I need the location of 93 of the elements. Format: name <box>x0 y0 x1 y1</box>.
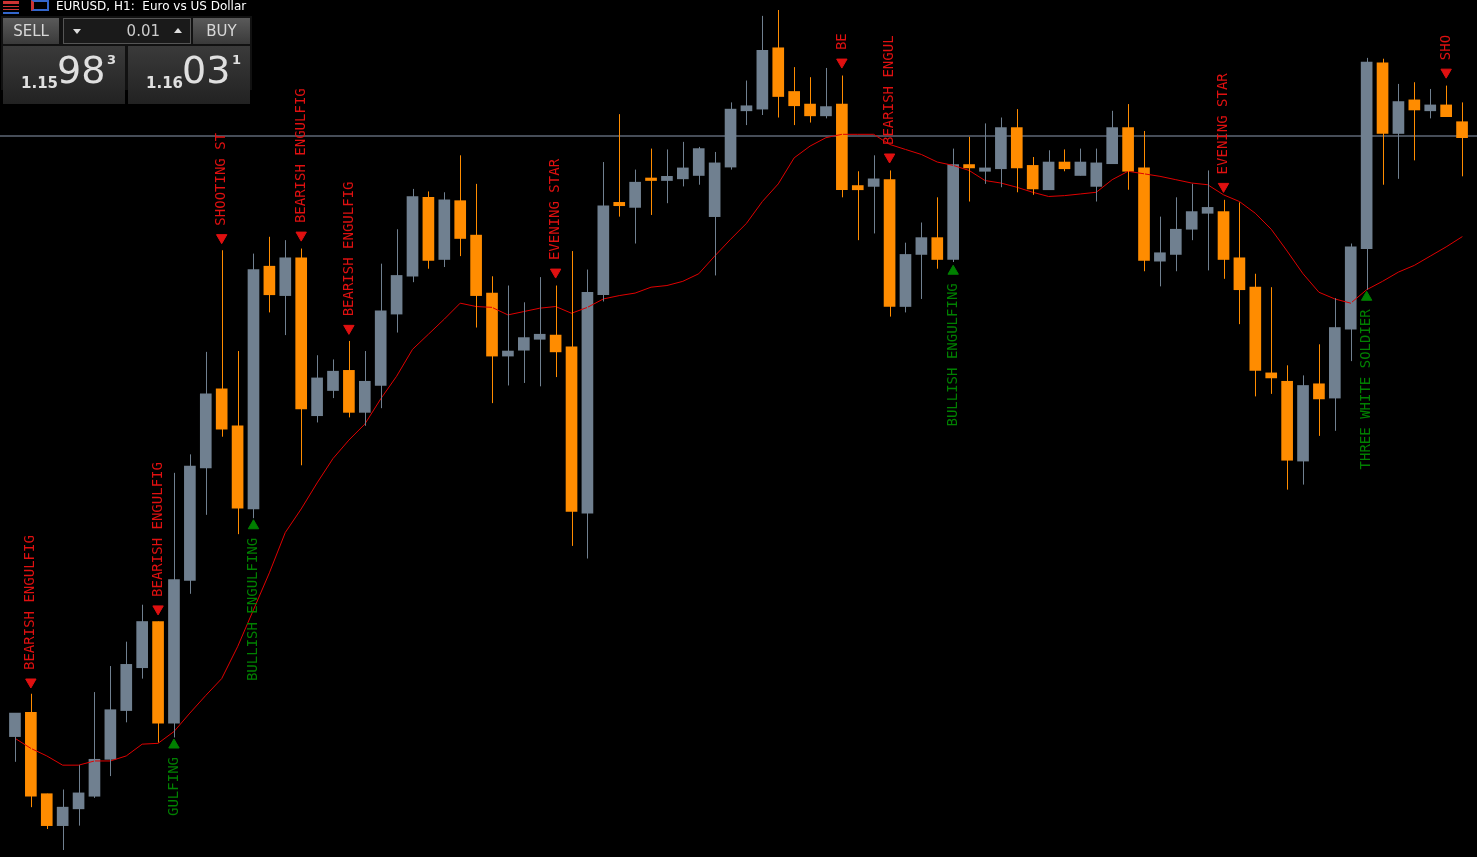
candlestick <box>327 358 339 399</box>
point <box>1440 68 1452 79</box>
candlestick <box>438 191 451 268</box>
text: EVENING STAR <box>1214 72 1231 175</box>
point <box>25 678 37 689</box>
candlestick <box>692 146 705 186</box>
candlestick <box>836 75 848 198</box>
point <box>152 605 164 616</box>
candlestick <box>311 354 323 423</box>
candlestick <box>1249 273 1262 397</box>
text: SHO <box>1436 34 1453 61</box>
point <box>1217 182 1230 193</box>
candlestick <box>1344 243 1357 362</box>
candlestick <box>1297 374 1309 486</box>
candlestick <box>661 148 673 204</box>
candlestick <box>1185 183 1198 241</box>
candlestick <box>1281 364 1293 491</box>
text: THREE WHITE SOLDIER <box>1357 308 1374 470</box>
text: GULFING <box>164 757 181 817</box>
candlestick <box>199 351 212 516</box>
candlestick <box>613 113 626 218</box>
candlestick <box>1169 196 1182 272</box>
candlestick <box>40 793 53 830</box>
button: BUY <box>193 18 250 44</box>
annotation: 1.16 <box>146 74 184 92</box>
candlestick <box>295 248 308 466</box>
candlestick <box>152 621 164 743</box>
text: BEARISH ENGULFIG <box>291 88 308 224</box>
text: BULLISH ENGULFING <box>244 537 261 682</box>
candlestick <box>1313 343 1325 437</box>
candlestick <box>1440 85 1452 118</box>
text: BEARISH ENGUL <box>880 35 897 145</box>
candlestick <box>374 263 387 409</box>
candlestick <box>1106 110 1119 165</box>
candlestick <box>279 239 292 336</box>
candlestick <box>215 249 228 438</box>
candlestick <box>1026 156 1039 196</box>
candlestick <box>517 301 530 384</box>
point <box>343 324 355 335</box>
candlestick <box>454 154 467 257</box>
candlestick <box>804 76 816 124</box>
button: SELL <box>3 18 59 44</box>
text: EVENING STAR <box>546 158 563 261</box>
candlestick <box>979 122 991 185</box>
annotation: 03 <box>182 48 231 92</box>
candlestick <box>629 169 641 245</box>
candlestick <box>1201 169 1214 271</box>
candlestick <box>772 9 785 119</box>
point <box>295 231 307 242</box>
text: BEARISH ENGULFIG <box>21 535 38 670</box>
candlestick <box>677 141 689 187</box>
point <box>215 234 228 245</box>
candlestick <box>1456 101 1468 177</box>
candlestick <box>136 604 148 680</box>
candlestick <box>25 693 37 808</box>
candlestick <box>740 80 753 126</box>
candlestick <box>1090 148 1103 203</box>
candlestick <box>1138 130 1150 272</box>
candlestick <box>1122 103 1134 191</box>
text: BULLISH ENGULFING <box>943 283 960 427</box>
annotation: 1.15 <box>21 74 59 92</box>
annotation: 98 <box>57 48 106 92</box>
text: BEARISH ENGULFIG <box>148 462 165 597</box>
candlestick <box>851 170 864 241</box>
point <box>549 268 562 279</box>
candlestick <box>1010 108 1023 193</box>
candlestick <box>120 641 133 723</box>
point <box>883 153 896 164</box>
candlestick <box>9 712 21 763</box>
candlestick <box>533 276 546 387</box>
candlestick <box>1329 297 1341 432</box>
candlestick <box>947 148 960 263</box>
text: BE <box>832 33 849 51</box>
candlestick <box>184 453 196 595</box>
text: BEARISH ENGULFIG <box>339 181 356 317</box>
candlestick <box>486 275 498 404</box>
annotation: 1 <box>232 52 242 67</box>
candlestick <box>470 183 482 329</box>
candlestick <box>820 67 832 119</box>
candlestick <box>168 472 180 738</box>
point <box>836 58 848 69</box>
candlestick <box>788 66 800 126</box>
candlestick <box>343 340 355 418</box>
annotation: 0.01 <box>126 22 160 40</box>
candlestick <box>358 350 371 427</box>
annotation: 3 <box>107 52 117 67</box>
candlestick <box>1154 216 1166 287</box>
text: SHOOTING ST <box>212 132 229 226</box>
candlestick <box>995 117 1007 188</box>
candlestick <box>931 196 944 270</box>
chart-title: EURUSD, H1: Euro vs US Dollar <box>56 0 247 13</box>
candlestick <box>963 136 975 203</box>
input-field: 0.01 <box>63 18 191 44</box>
